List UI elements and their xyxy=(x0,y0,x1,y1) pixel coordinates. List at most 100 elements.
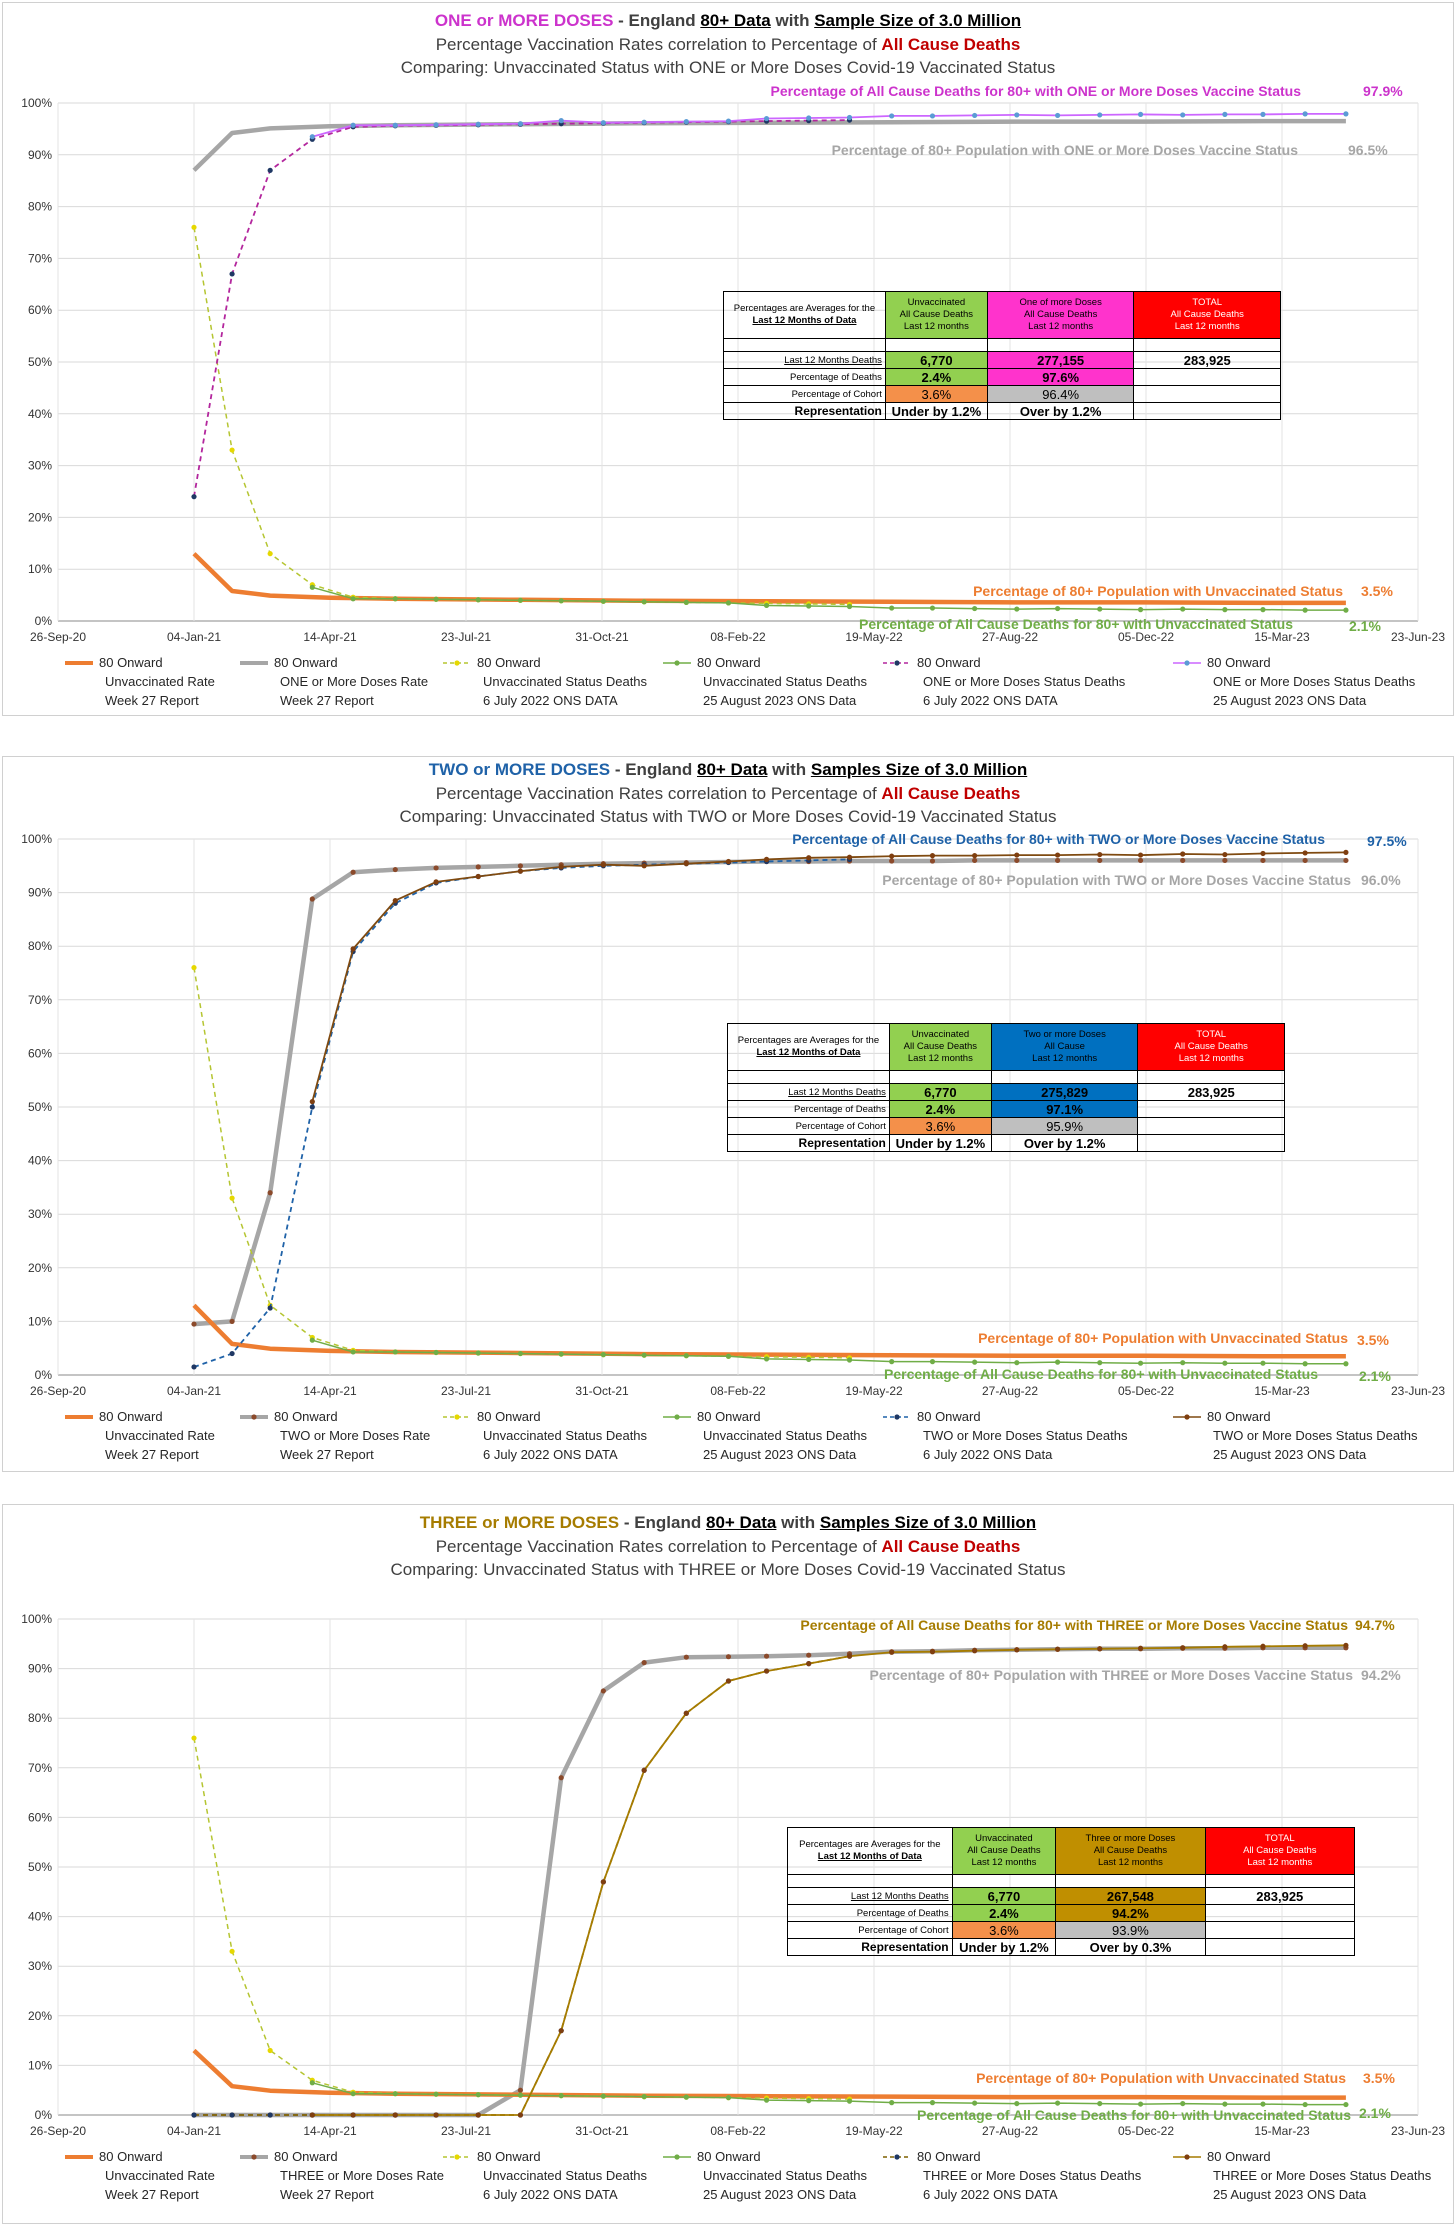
y-tick-label: 40% xyxy=(28,1910,52,1924)
data-point xyxy=(972,853,978,859)
plot-area: 0% 10% 20% 30% 40% 50% 60% 70% 80% 90% 100% 26-Sep-… xyxy=(21,832,1445,1462)
series-line-vax-deaths-new xyxy=(311,851,1346,1102)
data-point xyxy=(1260,2101,1266,2107)
legend-marker xyxy=(894,660,900,666)
series-line-unvax-deaths-new xyxy=(312,2082,1346,2106)
legend-item: 80 Onward TWO or More Doses Status Deaths… xyxy=(883,1409,1128,1462)
annotation-unvaccinated-deaths-value: 2.1% xyxy=(1359,2105,1391,2121)
data-point xyxy=(350,2112,356,2118)
annotation-unvaccinated-population: Percentage of 80+ Population with Unvacc… xyxy=(973,583,1343,599)
x-tick-label: 26-Sep-20 xyxy=(30,2124,86,2138)
data-point xyxy=(392,122,398,128)
data-point xyxy=(725,600,732,606)
legend-label: 80 Onward xyxy=(99,655,163,670)
legend-item: 80 Onward Unvaccinated Status Deaths 25 Au… xyxy=(663,1409,868,1462)
legend-item: 80 Onward TWO or More Doses Status Deaths… xyxy=(1173,1409,1418,1462)
data-point xyxy=(191,965,197,971)
series-line-vax-deaths-new xyxy=(312,1644,1346,2116)
legend-label: Unvaccinated Rate xyxy=(105,2168,215,2183)
x-tick-label: 27-Aug-22 xyxy=(982,630,1038,644)
data-point xyxy=(475,1350,481,1356)
x-tick-label: 26-Sep-20 xyxy=(30,630,86,644)
x-tick-label: 23-Jul-21 xyxy=(441,630,491,644)
table-row: Last 12 Months Deaths 6,770 277,155 283,925 xyxy=(723,351,1281,369)
legend-item: 80 Onward Unvaccinated Rate Week 27 Report xyxy=(65,655,215,708)
legend-marker xyxy=(1184,1414,1190,1420)
data-point xyxy=(1180,857,1186,864)
y-tick-label: 0% xyxy=(35,2108,53,2122)
legend-label: 25 August 2023 ONS Data xyxy=(703,693,857,708)
data-point xyxy=(1097,1360,1103,1366)
data-point xyxy=(1222,1644,1228,1650)
legend-label: 80 Onward xyxy=(697,2149,761,2164)
data-point xyxy=(1343,607,1349,613)
data-point xyxy=(683,1710,689,1716)
legend-label: Unvaccinated Status Deaths xyxy=(483,1428,648,1443)
legend-label: 80 Onward xyxy=(477,655,541,670)
data-point xyxy=(517,597,524,603)
data-point xyxy=(929,858,936,864)
data-point xyxy=(1055,1359,1061,1365)
table-row: Last 12 Months Deaths 6,770 267,548 283,925 xyxy=(787,1887,1356,1905)
data-point xyxy=(641,599,647,605)
data-point xyxy=(1055,852,1061,858)
data-point xyxy=(1097,857,1103,864)
line-chart: 0% 10% 20% 30% 40% 50% 60% 70% 80% 90% 100% 26-Sep-… xyxy=(21,83,1445,708)
x-tick-label: 15-Mar-23 xyxy=(1254,2124,1310,2138)
legend-label: 80 Onward xyxy=(274,655,338,670)
data-point xyxy=(929,605,936,611)
legend-marker xyxy=(454,1414,460,1420)
series-line-vax-deaths-old xyxy=(194,1655,850,2116)
annotation-unvaccinated-deaths: Percentage of All Cause Deaths for 80+ w… xyxy=(917,2107,1351,2123)
legend-label: Week 27 Report xyxy=(105,1447,199,1462)
data-point xyxy=(433,2112,439,2118)
data-point xyxy=(1055,605,1061,612)
data-point xyxy=(846,114,853,121)
annotation-unvaccinated-population-value: 3.5% xyxy=(1361,583,1393,599)
chart-subtitle: Percentage Vaccination Rates correlation… xyxy=(435,35,1021,54)
legend-marker xyxy=(454,660,460,666)
chart-subtitle-2: Comparing: Unvaccinated Status with THRE… xyxy=(390,1560,1066,1579)
legend-label: TWO or More Doses Status Deaths xyxy=(1213,1428,1418,1443)
y-tick-label: 40% xyxy=(28,407,52,421)
y-tick-label: 70% xyxy=(28,251,52,265)
annotation-unvaccinated-population: Percentage of 80+ Population with Unvacc… xyxy=(978,1330,1348,1346)
data-point xyxy=(725,118,732,124)
data-point xyxy=(229,1948,235,1954)
legend-item: 80 Onward ONE or More Doses Status Deaths… xyxy=(1173,655,1416,708)
data-point xyxy=(1055,112,1061,119)
data-point xyxy=(683,599,689,605)
data-point xyxy=(846,603,853,610)
annotation-unvaccinated-deaths: Percentage of All Cause Deaths for 80+ w… xyxy=(859,616,1293,632)
data-point xyxy=(972,605,978,612)
legend-label: TWO or More Doses Status Deaths xyxy=(923,1428,1128,1443)
data-point xyxy=(1180,1645,1186,1651)
data-point xyxy=(600,2093,606,2099)
data-point xyxy=(392,596,398,602)
data-point xyxy=(641,863,647,869)
legend-item: 80 Onward Unvaccinated Status Deaths 6 Jul… xyxy=(443,1409,648,1462)
data-point xyxy=(1260,1360,1266,1366)
data-point xyxy=(1302,2101,1308,2108)
legend-marker xyxy=(251,2154,257,2160)
data-point xyxy=(229,1350,235,1357)
data-point xyxy=(600,598,606,604)
data-point xyxy=(433,865,439,871)
data-point xyxy=(929,113,936,119)
legend-label: 80 Onward xyxy=(917,2149,981,2164)
y-tick-label: 20% xyxy=(28,1261,52,1275)
legend-label: 80 Onward xyxy=(477,1409,541,1424)
legend-label: 80 Onward xyxy=(697,655,761,670)
data-point xyxy=(1180,112,1186,118)
x-tick-label: 04-Jan-21 xyxy=(167,2124,221,2138)
y-tick-label: 100% xyxy=(21,96,52,110)
legend-label: 6 July 2022 ONS DATA xyxy=(923,693,1058,708)
data-point xyxy=(475,864,481,870)
legend-label: ONE or More Doses Rate xyxy=(280,674,428,689)
data-point xyxy=(641,1352,647,1358)
data-point xyxy=(558,1351,564,1357)
data-point xyxy=(889,853,895,859)
data-point xyxy=(1222,1360,1228,1366)
x-tick-label: 14-Apr-21 xyxy=(303,2124,357,2138)
data-point xyxy=(683,1654,689,1660)
